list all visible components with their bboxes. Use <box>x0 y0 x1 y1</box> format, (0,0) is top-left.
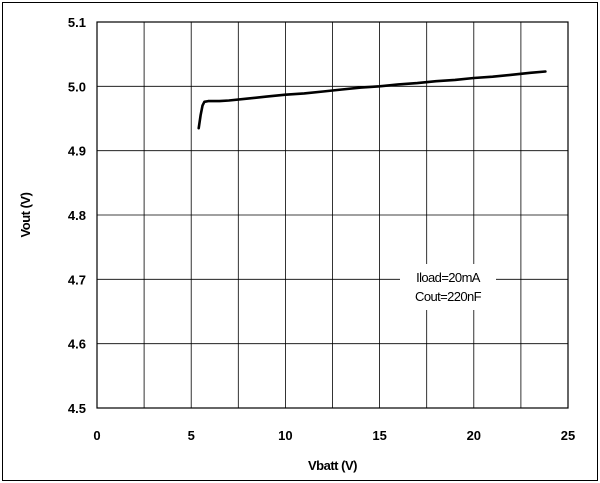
annotation-background <box>400 264 496 310</box>
x-tick-label: 5 <box>188 428 195 443</box>
annotation-line-1: Iload=20mA <box>416 270 481 285</box>
y-axis-title: Vout (V) <box>18 192 33 237</box>
y-tick-label: 5.0 <box>68 79 86 94</box>
y-tick-label: 5.1 <box>68 15 86 30</box>
x-tick-label: 0 <box>93 428 100 443</box>
annotation-box: Iload=20mA Cout=220nF <box>400 264 496 310</box>
y-tick-labels: 5.1 5.0 4.9 4.8 4.7 4.6 4.5 <box>68 15 86 416</box>
plot-area-border <box>96 21 569 409</box>
x-axis-title: Vbatt (V) <box>308 458 357 473</box>
series-group <box>197 70 547 130</box>
x-tick-labels: 0 5 10 15 20 25 <box>93 428 575 443</box>
y-tick-label: 4.9 <box>68 144 86 159</box>
y-tick-label: 4.6 <box>68 337 86 352</box>
x-tick-label: 20 <box>467 428 481 443</box>
x-tick-label: 25 <box>561 428 575 443</box>
y-tick-label: 4.7 <box>68 272 86 287</box>
annotation-line-2: Cout=220nF <box>415 289 482 304</box>
series-line <box>197 70 547 130</box>
y-tick-label: 4.5 <box>68 401 86 416</box>
x-tick-label: 10 <box>278 428 292 443</box>
y-tick-label: 4.8 <box>68 208 86 223</box>
x-tick-label: 15 <box>372 428 386 443</box>
grid <box>97 22 568 408</box>
